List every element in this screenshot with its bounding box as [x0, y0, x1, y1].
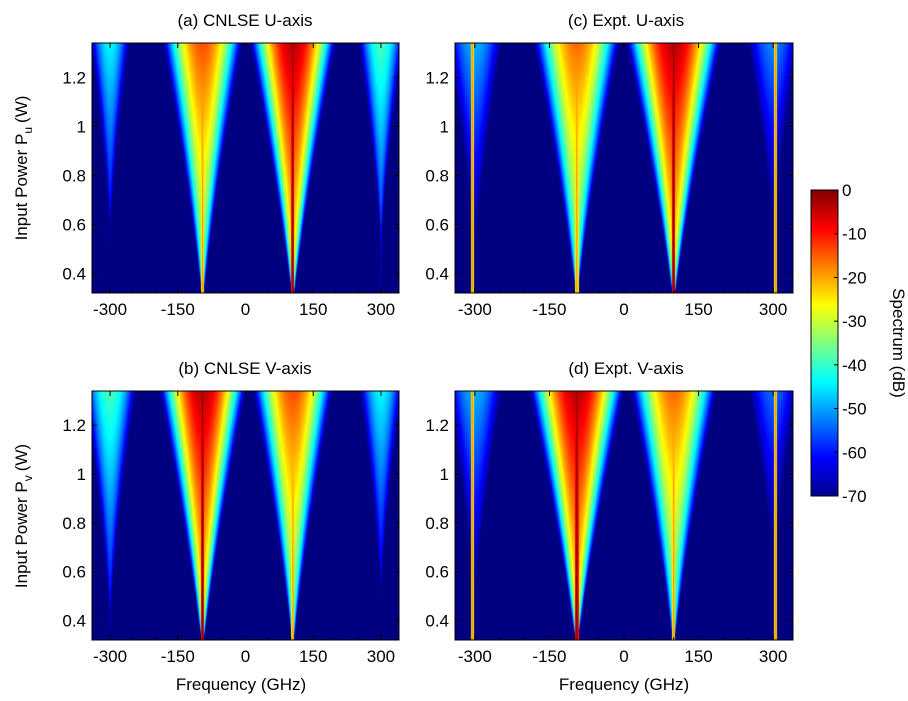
x-tick-label: -300	[458, 300, 492, 319]
x-tick-label: -300	[93, 647, 127, 666]
panel-b-x-ticks: -300 -150 0 150 300	[93, 391, 395, 666]
x-tick-label: -150	[161, 300, 195, 319]
x-tick-label: 0	[619, 647, 628, 666]
y-tick-label: 1.2	[425, 68, 449, 87]
y-tick-label: 0.4	[425, 611, 449, 630]
panel-d-heatmap	[455, 391, 793, 640]
colorbar-tick-label: -40	[842, 356, 867, 375]
colorbar-gradient	[810, 189, 839, 497]
x-tick-label: 0	[619, 300, 628, 319]
y-tick-label: 0.8	[62, 166, 86, 185]
x-tick-label: -300	[93, 300, 127, 319]
x-tick-label: 300	[759, 300, 787, 319]
y-tick-label: 1	[77, 117, 86, 136]
x-tick-label: 300	[367, 647, 395, 666]
y-tick-label: 1.2	[62, 68, 86, 87]
colorbar-tick-label: -20	[842, 268, 867, 287]
y-tick-label: 0.6	[62, 563, 86, 582]
colorbar-tick-label: -60	[842, 443, 867, 462]
panel-b-x-axis-label: Frequency (GHz)	[176, 675, 306, 694]
colorbar-tick-label: -50	[842, 400, 867, 419]
y-tick-label: 1	[77, 465, 86, 484]
x-tick-label: 0	[241, 300, 250, 319]
y-tick-label: 0.6	[425, 563, 449, 582]
y-tick-label: 1.2	[425, 416, 449, 435]
y-tick-label: 0.4	[62, 264, 86, 283]
y-tick-label: 0.8	[62, 514, 86, 533]
x-tick-label: 150	[299, 647, 327, 666]
x-tick-label: -150	[532, 647, 566, 666]
x-tick-label: 300	[759, 647, 787, 666]
colorbar-ticks: 0 -10 -20 -30 -40 -50 -60 -70	[834, 181, 867, 506]
x-tick-label: 150	[684, 300, 712, 319]
panel-d: (d) Expt. V-axis -300 -150 0 150 300 0.40.60…	[425, 359, 794, 694]
colorbar-tick-label: -70	[842, 487, 867, 506]
y-tick-label: 0.6	[62, 215, 86, 234]
x-tick-label: 150	[684, 647, 712, 666]
panel-a-x-ticks: -300 -150 0 150 300	[93, 43, 395, 319]
panel-b: (b) CNLSE V-axis -300 -150 0 150 300 0.40.60…	[12, 359, 400, 694]
y-tick-label: 0.6	[425, 215, 449, 234]
panel-a-heatmap	[92, 43, 399, 293]
x-tick-label: 0	[241, 647, 250, 666]
colorbar-tick-label: -30	[842, 312, 867, 331]
colorbar: 0 -10 -20 -30 -40 -50 -60 -70 Spectrum (dB)	[810, 181, 908, 506]
panel-d-title: (d) Expt. V-axis	[568, 359, 683, 378]
y-tick-label: 0.4	[425, 264, 449, 283]
x-tick-label: -300	[458, 647, 492, 666]
panel-c-title: (c) Expt. U-axis	[568, 11, 684, 30]
panel-c-x-ticks: -300 -150 0 150 300	[458, 43, 787, 319]
y-tick-label: 1.2	[62, 416, 86, 435]
x-tick-label: -150	[161, 647, 195, 666]
panel-d-x-axis-label: Frequency (GHz)	[559, 675, 689, 694]
panel-a-title: (a) CNLSE U-axis	[177, 11, 312, 30]
panel-a: (a) CNLSE U-axis -300 -150 0 150 300 0.40.60…	[12, 11, 400, 319]
panel-c: (c) Expt. U-axis -300 -150 0 150 300 0.40.60…	[425, 11, 794, 319]
panel-b-title: (b) CNLSE V-axis	[178, 359, 311, 378]
panel-a-y-axis-label: Input Power Pu(W)	[12, 96, 35, 241]
y-tick-label: 1	[440, 117, 449, 136]
panel-b-y-ticks: 0.4 0.6 0.8 1 1.2	[62, 416, 399, 630]
colorbar-tick-label: -10	[842, 225, 867, 244]
panel-d-x-ticks: -300 -150 0 150 300	[458, 391, 787, 666]
colorbar-label: Spectrum (dB)	[889, 288, 908, 398]
x-tick-label: 300	[367, 300, 395, 319]
x-tick-label: -150	[532, 300, 566, 319]
panel-c-heatmap	[455, 43, 793, 293]
panel-c-y-ticks: 0.4 0.6 0.8 1 1.2	[425, 68, 793, 283]
panel-b-heatmap	[92, 391, 399, 640]
x-tick-label: 150	[299, 300, 327, 319]
y-tick-label: 1	[440, 465, 449, 484]
y-tick-label: 0.8	[425, 514, 449, 533]
panel-d-y-ticks: 0.4 0.6 0.8 1 1.2	[425, 416, 793, 630]
panel-a-y-ticks: 0.4 0.6 0.8 1 1.2	[62, 68, 399, 283]
panel-b-y-axis-label: Input Power Pv(W)	[12, 444, 35, 588]
colorbar-tick-label: 0	[842, 181, 851, 200]
y-tick-label: 0.4	[62, 611, 86, 630]
y-tick-label: 0.8	[425, 166, 449, 185]
